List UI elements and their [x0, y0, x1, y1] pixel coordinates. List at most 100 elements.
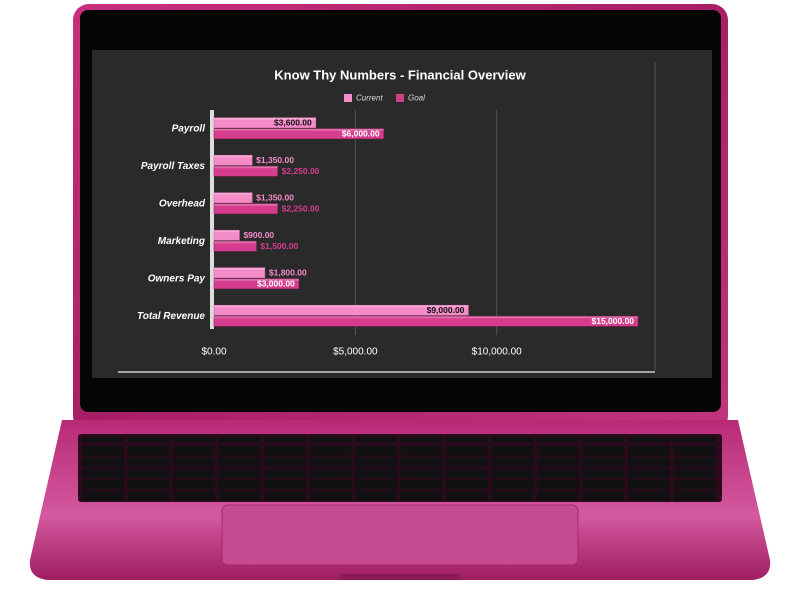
key: [400, 468, 443, 479]
key: [446, 491, 488, 501]
key: [400, 479, 443, 490]
data-label: $900.00: [243, 230, 274, 240]
key: [491, 446, 534, 456]
bar-top: [214, 192, 253, 195]
key: [673, 468, 716, 479]
key: [628, 457, 670, 467]
y-tick-label: Payroll Taxes: [141, 161, 206, 172]
axis-wall: [210, 110, 214, 329]
y-tick-label: Total Revenue: [137, 311, 205, 322]
key: [309, 468, 352, 479]
bar-top: [214, 305, 469, 308]
key: [127, 457, 170, 467]
data-label: $3,000.00: [257, 279, 295, 289]
key: [355, 446, 397, 456]
bar: [213, 315, 639, 327]
bar-top: [214, 278, 299, 281]
data-label: $1,500.00: [260, 241, 298, 251]
data-label: $15,000.00: [591, 316, 634, 326]
key: [628, 479, 670, 490]
key: [537, 437, 579, 443]
legend-label: Current: [356, 94, 383, 103]
key: [673, 437, 716, 443]
key: [264, 437, 306, 443]
key: [264, 457, 306, 467]
key: [446, 479, 488, 490]
bar: [213, 128, 384, 140]
bar-top: [214, 230, 240, 233]
bar: [213, 304, 469, 316]
data-label: $1,350.00: [256, 193, 294, 203]
key: [355, 479, 397, 490]
bar: [213, 229, 240, 241]
key: [355, 468, 397, 479]
key: [491, 468, 534, 479]
key: [355, 491, 397, 501]
legend-swatch: [344, 94, 352, 102]
key: [491, 479, 534, 490]
key: [82, 437, 124, 443]
key: [537, 457, 579, 467]
bar-top: [214, 241, 257, 244]
key: [582, 468, 625, 479]
key: [491, 457, 534, 467]
data-label: $9,000.00: [427, 305, 465, 315]
key: [400, 437, 443, 443]
key: [537, 479, 579, 490]
key: [628, 491, 670, 501]
key: [446, 468, 488, 479]
key: [264, 491, 306, 501]
key: [218, 468, 261, 479]
key: [82, 457, 124, 467]
bar: [213, 154, 253, 166]
touchpad: [221, 504, 579, 566]
bar-top: [214, 267, 265, 270]
y-tick-label: Owners Pay: [148, 273, 206, 284]
key: [309, 457, 352, 467]
key: [218, 446, 261, 456]
key: [82, 446, 124, 456]
key: [173, 446, 215, 456]
key: [309, 491, 352, 501]
key: [173, 479, 215, 490]
key: [264, 479, 306, 490]
key: [628, 446, 670, 456]
key: [173, 437, 215, 443]
key: [628, 437, 670, 443]
key: [537, 468, 579, 479]
key: [355, 437, 397, 443]
key: [491, 437, 534, 443]
key: [400, 446, 443, 456]
key: [582, 479, 625, 490]
key: [446, 457, 488, 467]
x-tick-label: $0.00: [201, 347, 226, 358]
key: [127, 446, 170, 456]
bar: [213, 240, 257, 252]
key: [537, 491, 579, 501]
key: [309, 446, 352, 456]
key: [82, 491, 124, 501]
y-tick-label: Marketing: [158, 236, 205, 247]
key: [673, 457, 716, 467]
key: [127, 468, 170, 479]
data-label: $1,350.00: [256, 155, 294, 165]
notch: [340, 574, 460, 580]
key: [127, 437, 170, 443]
x-tick-label: $5,000.00: [333, 347, 378, 358]
key: [264, 446, 306, 456]
bar: [213, 117, 317, 129]
key: [446, 437, 488, 443]
bar-top: [214, 155, 253, 158]
key: [218, 491, 261, 501]
bar: [213, 165, 278, 177]
key: [218, 457, 261, 467]
key: [673, 491, 716, 501]
key: [82, 468, 124, 479]
chart-title: Know Thy Numbers - Financial Overview: [274, 67, 526, 82]
key: [82, 479, 124, 490]
key: [218, 479, 261, 490]
key: [628, 468, 670, 479]
key: [218, 437, 261, 443]
key: [673, 479, 716, 490]
y-tick-label: Payroll: [172, 123, 206, 134]
